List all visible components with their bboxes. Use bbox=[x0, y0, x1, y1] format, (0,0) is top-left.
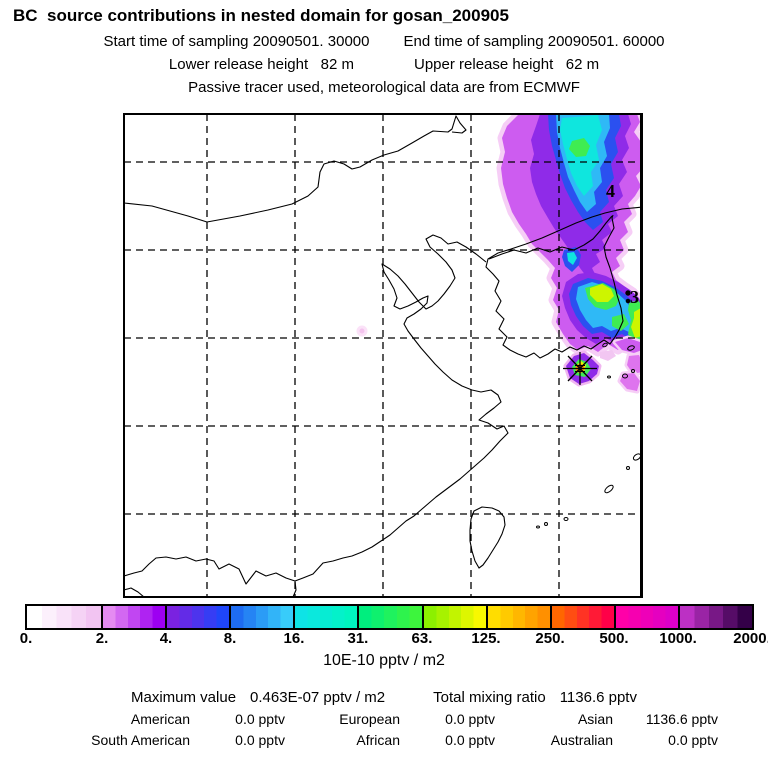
faint-plume-dot bbox=[356, 325, 368, 337]
coast-south-china bbox=[124, 556, 296, 585]
coast-korea bbox=[485, 206, 642, 359]
release-heights: Lower release height 82 m Upper release … bbox=[0, 56, 768, 73]
map-panel: 4 3 bbox=[123, 113, 643, 598]
coast-southwest bbox=[124, 587, 145, 597]
colorbar-segment bbox=[164, 606, 230, 628]
colorbar-segment bbox=[27, 606, 101, 628]
max-value-label: Maximum value bbox=[131, 689, 237, 706]
colorbar-tick-label: 2. bbox=[95, 630, 109, 647]
colorbar-tick-label: 500. bbox=[599, 630, 629, 647]
coast-china bbox=[292, 234, 509, 597]
region-value: 0.0 pptv bbox=[235, 711, 285, 727]
region-contributions-row2: South American 0.0 pptv African 0.0 pptv… bbox=[40, 732, 728, 748]
colorbar-tick-label: 2000. bbox=[733, 630, 768, 647]
colorbar-segment bbox=[229, 606, 294, 628]
colorbar-tick-label: 4. bbox=[159, 630, 173, 647]
colorbar-tick-label: 8. bbox=[223, 630, 237, 647]
page-title: BC source contributions in nested domain… bbox=[13, 6, 509, 25]
region-label: South American bbox=[91, 732, 190, 748]
colorbar-segment bbox=[100, 606, 165, 628]
colorbar-ticks: 0. 2. 4. 8. 16. 31. 63. 125. 250. 500. 1000. 2000. bbox=[20, 630, 768, 648]
region-value: 0.0 pptv bbox=[235, 732, 285, 748]
border-north bbox=[124, 115, 467, 223]
colorbar-tick-label: 1000. bbox=[659, 630, 697, 647]
colorbar-tick-label: 63. bbox=[411, 630, 433, 647]
upper-release-height: Upper release height 62 m bbox=[414, 56, 600, 73]
colorbar-tick-label: 125. bbox=[471, 630, 501, 647]
lower-release-height: Lower release height 82 m bbox=[168, 56, 354, 73]
coastlines bbox=[124, 115, 642, 597]
region-contributions-row1: American 0.0 pptv European 0.0 pptv Asia… bbox=[40, 711, 728, 727]
colorbar-tick-label: 0. bbox=[19, 630, 33, 647]
end-time: End time of sampling 20090501. 60000 bbox=[403, 33, 665, 50]
total-ratio-label: Total mixing ratio bbox=[433, 689, 546, 706]
colorbar-units: 10E-10 pptv / m2 bbox=[323, 652, 445, 669]
region-label: Australian bbox=[550, 732, 613, 748]
map-label-4: 4 bbox=[606, 181, 615, 201]
map-label-3: 3 bbox=[630, 287, 639, 307]
region-label: European bbox=[339, 711, 400, 727]
border-nk-china bbox=[488, 215, 613, 260]
region-value: 0.0 pptv bbox=[445, 711, 495, 727]
region-label: African bbox=[356, 732, 400, 748]
small-islands bbox=[536, 290, 642, 529]
receptor-star-marker bbox=[563, 352, 597, 385]
island-taiwan bbox=[469, 506, 506, 569]
max-value: 0.463E-07 pptv / m2 bbox=[250, 689, 386, 706]
colorbar-segment bbox=[549, 606, 615, 628]
region-value: 1136.6 pptv bbox=[645, 711, 718, 727]
colorbar-segment bbox=[421, 606, 486, 628]
tracer-note: Passive tracer used, meteorological data… bbox=[188, 79, 580, 96]
colorbar-segment bbox=[357, 606, 422, 628]
colorbar-tick-label: 16. bbox=[283, 630, 305, 647]
colorbar-segment bbox=[614, 606, 679, 628]
sampling-times: Start time of sampling 20090501. 30000 E… bbox=[0, 33, 768, 50]
colorbar bbox=[25, 604, 754, 630]
colorbar-tick-label: 250. bbox=[535, 630, 565, 647]
colorbar-segment bbox=[485, 606, 550, 628]
start-time: Start time of sampling 20090501. 30000 bbox=[103, 33, 370, 50]
plume-north-korea bbox=[496, 114, 642, 357]
grid-lines bbox=[124, 114, 642, 597]
colorbar-segment bbox=[293, 606, 358, 628]
stats-max-line: Maximum value 0.463E-07 pptv / m2 Total m… bbox=[0, 689, 768, 706]
total-ratio-value: 1136.6 pptv bbox=[559, 689, 637, 706]
region-label: American bbox=[130, 711, 190, 727]
region-value: 0.0 pptv bbox=[445, 732, 495, 748]
region-value: 0.0 pptv bbox=[668, 732, 718, 748]
colorbar-segment bbox=[678, 606, 753, 628]
region-label: Asian bbox=[577, 711, 613, 727]
colorbar-tick-label: 31. bbox=[347, 630, 369, 647]
